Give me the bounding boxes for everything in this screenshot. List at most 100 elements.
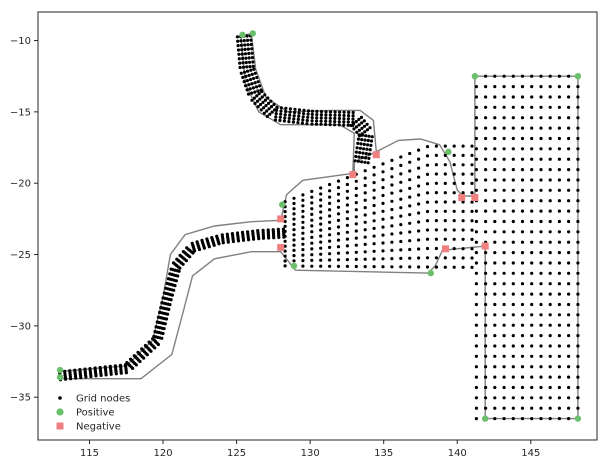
grid-node xyxy=(557,240,562,244)
grid-node xyxy=(264,104,268,108)
grid-node xyxy=(567,199,571,203)
grid-node xyxy=(511,251,515,255)
grid-node xyxy=(319,192,323,196)
grid-node xyxy=(252,96,256,100)
grid-node xyxy=(493,219,497,224)
grid-node xyxy=(576,95,580,99)
grid-node xyxy=(493,116,497,120)
grid-node xyxy=(493,313,497,317)
grid-node xyxy=(474,417,478,421)
grid-node xyxy=(247,51,251,56)
grid-node xyxy=(511,95,515,99)
grid-node xyxy=(258,84,262,88)
grid-node xyxy=(333,113,337,117)
grid-node xyxy=(372,234,376,238)
grid-node xyxy=(283,229,287,233)
grid-node xyxy=(367,156,371,160)
grid-node xyxy=(168,272,172,276)
grid-node xyxy=(248,77,253,82)
grid-node xyxy=(266,228,270,232)
grid-node xyxy=(305,122,309,126)
grid-node xyxy=(328,182,332,187)
grid-node xyxy=(484,344,488,348)
grid-node xyxy=(425,246,430,251)
legend-marker xyxy=(58,396,62,400)
x-axis-ticks: 115 120 125 130 135 140 145 xyxy=(80,440,540,459)
grid-node xyxy=(502,178,506,182)
grid-node xyxy=(470,181,474,185)
grid-node xyxy=(557,365,562,369)
grid-node xyxy=(319,264,323,268)
grid-node xyxy=(520,344,525,348)
grid-node xyxy=(319,119,323,123)
grid-node xyxy=(493,147,497,151)
grid-node xyxy=(530,251,534,255)
y-tick-label: −25 xyxy=(10,250,31,261)
grid-node xyxy=(125,361,129,365)
grid-node xyxy=(354,215,358,219)
grid-node xyxy=(502,168,506,172)
grid-node xyxy=(324,119,328,123)
grid-node xyxy=(484,126,488,130)
grid-node xyxy=(248,87,252,91)
grid-node xyxy=(319,216,323,220)
grid-node xyxy=(557,126,562,130)
grid-node xyxy=(356,159,360,163)
grid-node xyxy=(292,217,296,221)
grid-node xyxy=(372,257,376,261)
grid-node xyxy=(567,178,571,182)
grid-node xyxy=(293,110,297,115)
grid-node xyxy=(337,116,341,121)
grid-node xyxy=(576,188,580,192)
grid-node xyxy=(474,302,478,307)
grid-node xyxy=(240,52,244,56)
grid-node xyxy=(470,153,474,157)
grid-node xyxy=(434,144,438,148)
grid-node xyxy=(567,323,571,327)
grid-node xyxy=(557,385,562,390)
grid-node xyxy=(279,109,283,113)
grid-node xyxy=(520,251,525,255)
grid-node xyxy=(557,136,562,141)
grid-node xyxy=(360,133,364,137)
grid-node xyxy=(255,94,259,98)
grid-node xyxy=(520,240,525,244)
grid-node xyxy=(461,265,465,269)
grid-node xyxy=(310,241,314,245)
grid-node xyxy=(302,108,306,112)
grid-node xyxy=(408,151,412,156)
grid-node xyxy=(417,229,421,233)
grid-node xyxy=(484,292,488,296)
grid-node xyxy=(352,121,356,126)
grid-node xyxy=(425,163,430,167)
grid-node xyxy=(548,240,552,244)
grid-node xyxy=(530,375,534,379)
grid-node xyxy=(520,365,525,369)
outline-main xyxy=(59,75,579,420)
grid-node xyxy=(296,121,300,125)
x-tick-label: 115 xyxy=(80,448,99,459)
grid-node xyxy=(443,172,447,176)
grid-node xyxy=(266,96,270,100)
grid-node xyxy=(474,116,478,120)
grid-node xyxy=(333,116,337,120)
grid-node xyxy=(336,232,341,236)
grid-node xyxy=(539,282,543,286)
grid-node xyxy=(328,239,332,243)
grid-node xyxy=(576,406,580,410)
grid-node xyxy=(484,95,488,99)
grid-node xyxy=(557,375,562,379)
grid-node xyxy=(370,135,374,139)
grid-node xyxy=(484,302,488,307)
grid-node xyxy=(474,219,478,224)
grid-node xyxy=(502,199,506,203)
grid-node xyxy=(215,234,219,238)
grid-node xyxy=(381,170,385,174)
grid-node xyxy=(263,93,267,97)
grid-node xyxy=(425,219,430,223)
grid-node xyxy=(155,320,159,324)
legend-label: Positive xyxy=(76,408,115,419)
grid-node xyxy=(249,38,253,42)
grid-node xyxy=(576,292,580,296)
grid-node xyxy=(399,172,403,176)
